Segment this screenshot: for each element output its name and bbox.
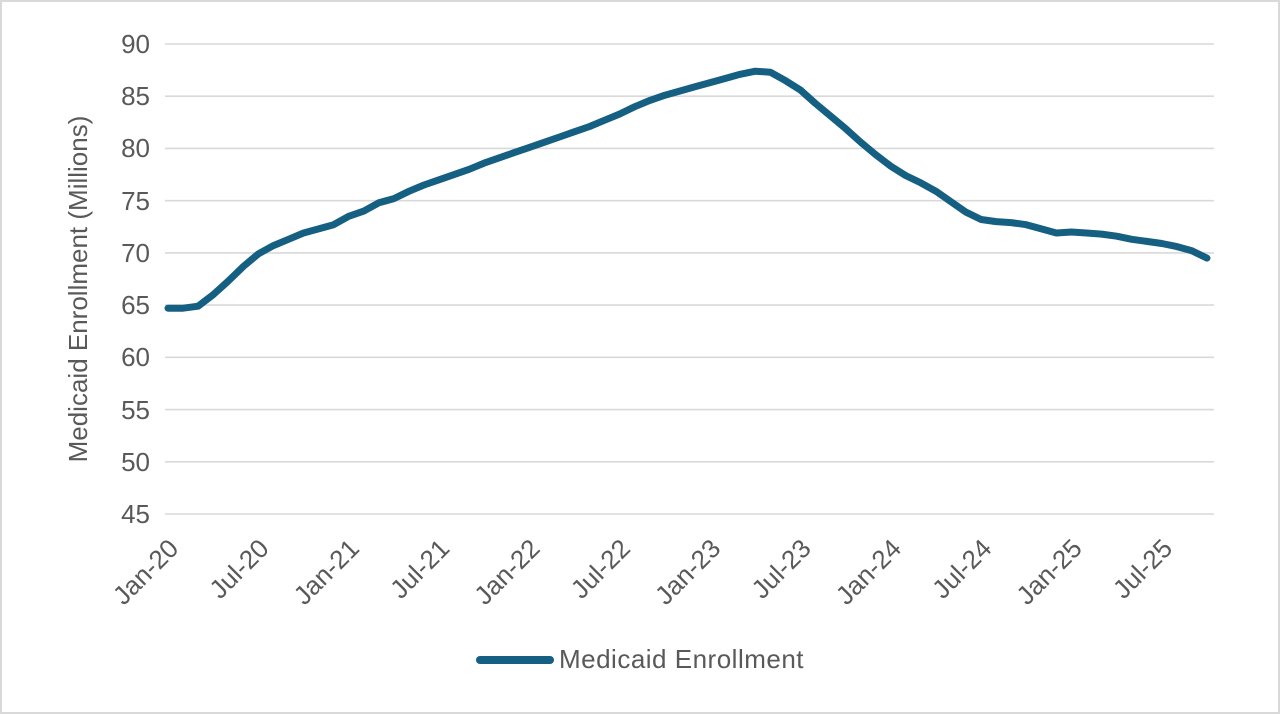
y-tick-label: 55 <box>121 394 150 425</box>
x-tick-label: Jul-20 <box>203 533 274 604</box>
x-tick-label: Jul-22 <box>565 533 636 604</box>
y-tick-label: 50 <box>121 446 150 477</box>
y-tick-label: 90 <box>121 29 150 59</box>
y-tick-label: 65 <box>121 290 150 321</box>
y-tick-label: 60 <box>121 342 150 373</box>
y-tick-label: 75 <box>121 185 150 216</box>
y-tick-label: 70 <box>121 237 150 268</box>
x-tick-label: Jul-24 <box>926 533 997 604</box>
y-tick-label: 85 <box>121 81 150 112</box>
series-line-medicaid-enrollment <box>164 67 1211 312</box>
x-tick-label: Jul-21 <box>384 533 455 604</box>
legend-line-swatch <box>475 655 554 664</box>
y-tick-label: 80 <box>121 133 150 164</box>
x-tick-label: Jul-23 <box>745 533 816 604</box>
x-tick-label: Jan-23 <box>649 533 726 610</box>
y-tick-label: 45 <box>121 499 150 529</box>
x-tick-label: Jan-25 <box>1010 533 1087 610</box>
x-tick-label: Jan-20 <box>107 533 184 610</box>
x-tick-label: Jul-25 <box>1107 533 1178 604</box>
legend-label: Medicaid Enrollment <box>558 644 805 674</box>
x-tick-label: Jan-21 <box>288 533 365 610</box>
x-tick-label: Jan-24 <box>830 533 907 610</box>
x-tick-label: Jan-22 <box>468 533 545 610</box>
legend: Medicaid Enrollment <box>2 644 1278 675</box>
